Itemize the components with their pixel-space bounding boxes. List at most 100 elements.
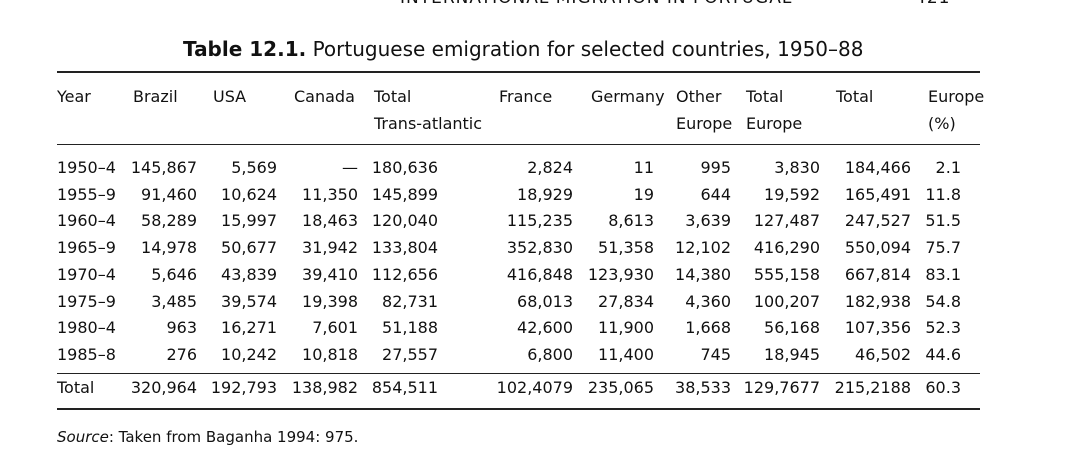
cell: 4,360 — [685, 291, 731, 311]
cell: 50,677 — [221, 238, 277, 258]
row-label: 1985–8 — [57, 344, 116, 364]
cell: 8,613 — [608, 211, 654, 231]
cell: 91,460 — [141, 184, 197, 204]
total-label: Total — [57, 378, 95, 397]
cell: 43,839 — [221, 264, 277, 284]
cell: 215,2188 — [834, 378, 911, 397]
rule — [57, 408, 980, 410]
cell: 18,945 — [764, 344, 820, 364]
cell: 416,290 — [753, 238, 820, 258]
cell: 11,900 — [598, 318, 654, 338]
cell: 182,938 — [844, 291, 911, 311]
cell: 5,646 — [151, 264, 197, 284]
cell: 51.5 — [925, 211, 961, 231]
cell: 145,899 — [371, 184, 438, 204]
cell: 112,656 — [371, 264, 438, 284]
table-caption: Table 12.1. Portuguese emigration for se… — [183, 36, 863, 62]
cell: 235,065 — [587, 378, 654, 397]
cell: 115,235 — [506, 211, 573, 231]
row-label: 1970–4 — [57, 264, 116, 284]
column-header: Brazil — [133, 87, 178, 106]
cell: 39,574 — [221, 291, 277, 311]
column-header: Europe — [928, 87, 985, 106]
cell: 19,592 — [764, 184, 820, 204]
column-header: Total — [374, 87, 412, 106]
table-title: Portuguese emigration for selected count… — [312, 37, 864, 61]
cell: 2.1 — [935, 158, 961, 177]
cell: 38,533 — [675, 378, 731, 397]
cell: 51,188 — [382, 318, 438, 338]
cell: 180,636 — [371, 158, 438, 177]
cell: 3,485 — [151, 291, 197, 311]
column-header: Other — [676, 87, 722, 106]
cell: 51,358 — [598, 238, 654, 258]
column-header: Total — [836, 87, 874, 106]
column-header: Europe — [676, 114, 733, 133]
cell: 644 — [700, 184, 731, 204]
cell: 127,487 — [753, 211, 820, 231]
cell: 54.8 — [925, 291, 961, 311]
cell: 18,929 — [517, 184, 573, 204]
cell: 352,830 — [506, 238, 573, 258]
cell: 1,668 — [685, 318, 731, 338]
cell: 56,168 — [764, 318, 820, 338]
cell: 2,824 — [527, 158, 573, 177]
column-header: Germany — [591, 87, 665, 106]
cell: 44.6 — [925, 344, 961, 364]
source-text: : Taken from Baganha 1994: 975. — [108, 428, 359, 446]
cell: 16,271 — [221, 318, 277, 338]
column-header: France — [499, 87, 553, 106]
cell: 11 — [633, 158, 654, 177]
cell: 192,793 — [210, 378, 277, 397]
cell: 52.3 — [925, 318, 961, 338]
cell: 31,942 — [302, 238, 358, 258]
table-label: Table 12.1. — [183, 37, 307, 61]
cell: 12,102 — [675, 238, 731, 258]
cell: 82,731 — [382, 291, 438, 311]
row-label: 1950–4 — [57, 158, 116, 177]
cell: 39,410 — [302, 264, 358, 284]
cell: 963 — [166, 318, 197, 338]
cell: 138,982 — [291, 378, 358, 397]
cell: 27,557 — [382, 344, 438, 364]
cell: 995 — [700, 158, 731, 177]
cell: 7,601 — [312, 318, 358, 338]
cell: 11,400 — [598, 344, 654, 364]
cell: 15,997 — [221, 211, 277, 231]
cell: 165,491 — [844, 184, 911, 204]
column-header: Europe — [746, 114, 803, 133]
rule — [57, 71, 980, 73]
cell: 320,964 — [130, 378, 197, 397]
cell: 102,4079 — [496, 378, 573, 397]
cell: 75.7 — [925, 238, 961, 258]
cell: 60.3 — [925, 378, 961, 397]
cell: 276 — [166, 344, 197, 364]
cell: 58,289 — [141, 211, 197, 231]
cell: 3,830 — [774, 158, 820, 177]
cell: 5,569 — [231, 158, 277, 177]
cell: 27,834 — [598, 291, 654, 311]
cell: 667,814 — [844, 264, 911, 284]
cell: 129,7677 — [743, 378, 820, 397]
source-label: Source — [57, 428, 109, 446]
cell: — — [342, 158, 358, 177]
page-number: 421 — [915, 0, 950, 8]
cell: 854,511 — [371, 378, 438, 397]
cell: 14,978 — [141, 238, 197, 258]
cell: 83.1 — [925, 264, 961, 284]
cell: 10,818 — [302, 344, 358, 364]
cell: 19,398 — [302, 291, 358, 311]
column-header: Total — [746, 87, 784, 106]
cell: 14,380 — [675, 264, 731, 284]
cell: 11,350 — [302, 184, 358, 204]
cell: 18,463 — [302, 211, 358, 231]
cell: 19 — [633, 184, 654, 204]
column-header: (%) — [928, 114, 956, 133]
cell: 145,867 — [130, 158, 197, 177]
row-label: 1980–4 — [57, 318, 116, 338]
column-header: USA — [213, 87, 247, 106]
column-header: Year — [57, 87, 91, 106]
cell: 10,624 — [221, 184, 277, 204]
cell: 46,502 — [855, 344, 911, 364]
